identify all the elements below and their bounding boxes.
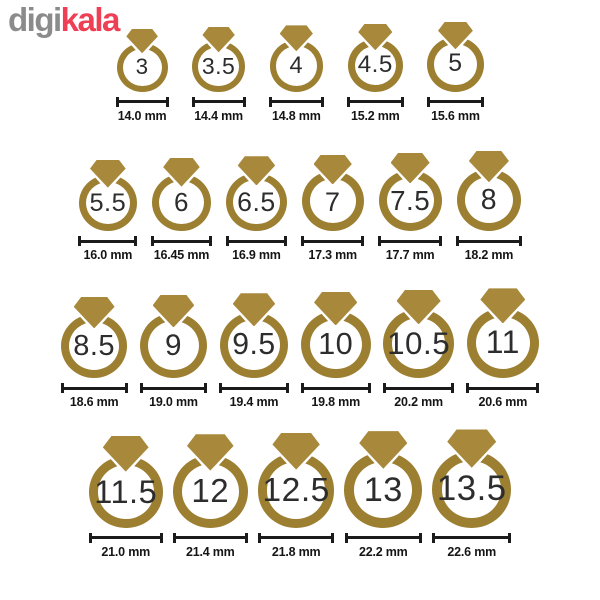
logo-text-digi: digi [8, 1, 62, 38]
diameter-label: 14.8 mm [272, 108, 321, 123]
diameter-label: 15.2 mm [350, 108, 400, 123]
ring-size-item: 4.5 15.2 mm [346, 19, 404, 123]
ring-size-item: 12.5 21.8 mm [257, 428, 335, 559]
diameter-ruler-icon [219, 383, 289, 394]
digikala-logo: digikala [8, 0, 121, 40]
ring-row: 8.5 18.6 mm 9 19.0 mm 9.5 19.4 mm 10 19 [0, 284, 600, 409]
ring-size-number: 4 [289, 52, 304, 79]
diameter-label: 22.6 mm [447, 544, 497, 559]
ring-size-number: 9 [164, 329, 182, 363]
ring-size-item: 7 17.3 mm [301, 150, 365, 263]
diameter-ruler-icon [301, 236, 365, 247]
ring-size-item: 8 18.2 mm [456, 146, 522, 263]
diameter-label: 14.4 mm [194, 108, 243, 123]
logo-text-kala: kala [60, 1, 121, 38]
ring-size-item: 4 14.8 mm [268, 21, 324, 123]
ring-row: 11.5 21.0 mm 12 21.4 mm 12.5 21.8 mm 13 [0, 425, 600, 559]
ring-size-number: 13.5 [436, 468, 507, 508]
diameter-label: 19.0 mm [149, 395, 198, 410]
diameter-ruler-icon [257, 532, 335, 543]
ring-size-item: 10.5 20.2 mm [382, 285, 455, 410]
ring-size-number: 10 [318, 326, 354, 362]
diameter-ruler-icon [78, 236, 138, 247]
diameter-ruler-icon [151, 236, 212, 247]
diameter-ruler-icon [88, 532, 163, 543]
ring-size-number: 11.5 [94, 473, 158, 510]
diameter-label: 16.45 mm [153, 248, 210, 263]
diameter-ruler-icon [300, 383, 371, 394]
diameter-label: 14.0 mm [117, 108, 167, 123]
ring-size-item: 3.5 14.4 mm [191, 22, 246, 123]
ring-size-number: 4.5 [357, 51, 393, 79]
diameter-ruler-icon [60, 383, 128, 394]
diameter-ruler-icon [346, 96, 404, 107]
ring-size-number: 9.5 [232, 328, 276, 362]
ring-size-number: 7.5 [390, 184, 431, 216]
ring-size-number: 6.5 [237, 186, 276, 217]
ring-size-item: 3 14.0 mm [115, 24, 169, 123]
diameter-ruler-icon [268, 96, 324, 107]
diameter-label: 18.6 mm [69, 395, 119, 410]
ring-size-item: 6.5 16.9 mm [225, 152, 288, 263]
ring-size-number: 3 [135, 54, 149, 80]
diameter-ruler-icon [172, 532, 248, 543]
ring-size-number: 12.5 [262, 471, 330, 509]
diameter-ruler-icon [466, 383, 540, 394]
ring-size-number: 3.5 [201, 53, 236, 80]
diameter-label: 15.6 mm [431, 108, 480, 123]
ring-size-number: 10.5 [387, 326, 451, 362]
diameter-label: 18.2 mm [464, 248, 514, 263]
diameter-label: 17.3 mm [308, 248, 357, 263]
diameter-label: 20.6 mm [478, 395, 528, 410]
diameter-label: 16.0 mm [83, 248, 133, 263]
ring-size-number: 7 [324, 185, 341, 217]
diameter-ruler-icon [382, 383, 455, 394]
ring-size-item: 10 19.8 mm [300, 287, 371, 410]
ring-size-number: 8.5 [73, 329, 116, 362]
ring-size-item: 9 19.0 mm [139, 290, 208, 410]
diameter-label: 17.7 mm [385, 248, 435, 263]
diameter-label: 22.2 mm [358, 544, 408, 559]
ring-size-number: 5 [448, 50, 463, 78]
ring-size-item: 13 22.2 mm [344, 427, 423, 559]
diameter-ruler-icon [378, 236, 443, 247]
diamond-gem-icon [434, 18, 477, 54]
diameter-ruler-icon [225, 236, 288, 247]
diameter-label: 21.0 mm [101, 544, 151, 559]
diameter-ruler-icon [115, 96, 169, 107]
diameter-ruler-icon [426, 96, 485, 107]
ring-size-item: 11 20.6 mm [466, 284, 540, 410]
diameter-ruler-icon [344, 532, 423, 543]
ring-size-item: 5 15.6 mm [426, 18, 485, 123]
ring-size-number: 8 [480, 183, 498, 216]
ring-size-item: 12 21.4 mm [172, 430, 248, 559]
diameter-label: 21.8 mm [271, 544, 321, 559]
ring-size-item: 8.5 18.6 mm [60, 292, 128, 410]
ring-size-item: 7.5 17.7 mm [378, 148, 443, 263]
ring-size-item: 6 16.45 mm [151, 154, 212, 263]
ring-size-item: 11.5 21.0 mm [88, 431, 163, 559]
diameter-label: 16.9 mm [232, 248, 281, 263]
diameter-label: 20.2 mm [394, 395, 443, 410]
ring-size-number: 5.5 [89, 188, 127, 217]
rows-container: 3 14.0 mm 3.5 14.4 mm 4 14.8 mm 4.5 15. [0, 18, 600, 559]
diameter-ruler-icon [432, 532, 512, 543]
ring-row: 3 14.0 mm 3.5 14.4 mm 4 14.8 mm 4.5 15. [0, 18, 600, 123]
diameter-ruler-icon [139, 383, 208, 394]
ring-row: 5.5 16.0 mm 6 16.45 mm 6.5 16.9 mm 7 17 [0, 146, 600, 263]
ring-size-number: 13 [363, 470, 403, 509]
ring-size-number: 11 [485, 324, 520, 361]
diameter-ruler-icon [191, 96, 246, 107]
diameter-ruler-icon [456, 236, 522, 247]
diameter-label: 21.4 mm [185, 544, 235, 559]
diameter-label: 19.4 mm [229, 395, 279, 410]
ring-size-number: 12 [191, 472, 230, 510]
ring-size-item: 9.5 19.4 mm [219, 289, 289, 410]
diameter-label: 19.8 mm [311, 395, 360, 410]
ring-size-item: 13.5 22.6 mm [432, 425, 512, 559]
ring-size-number: 6 [173, 186, 189, 217]
ring-size-item: 5.5 16.0 mm [78, 155, 138, 263]
